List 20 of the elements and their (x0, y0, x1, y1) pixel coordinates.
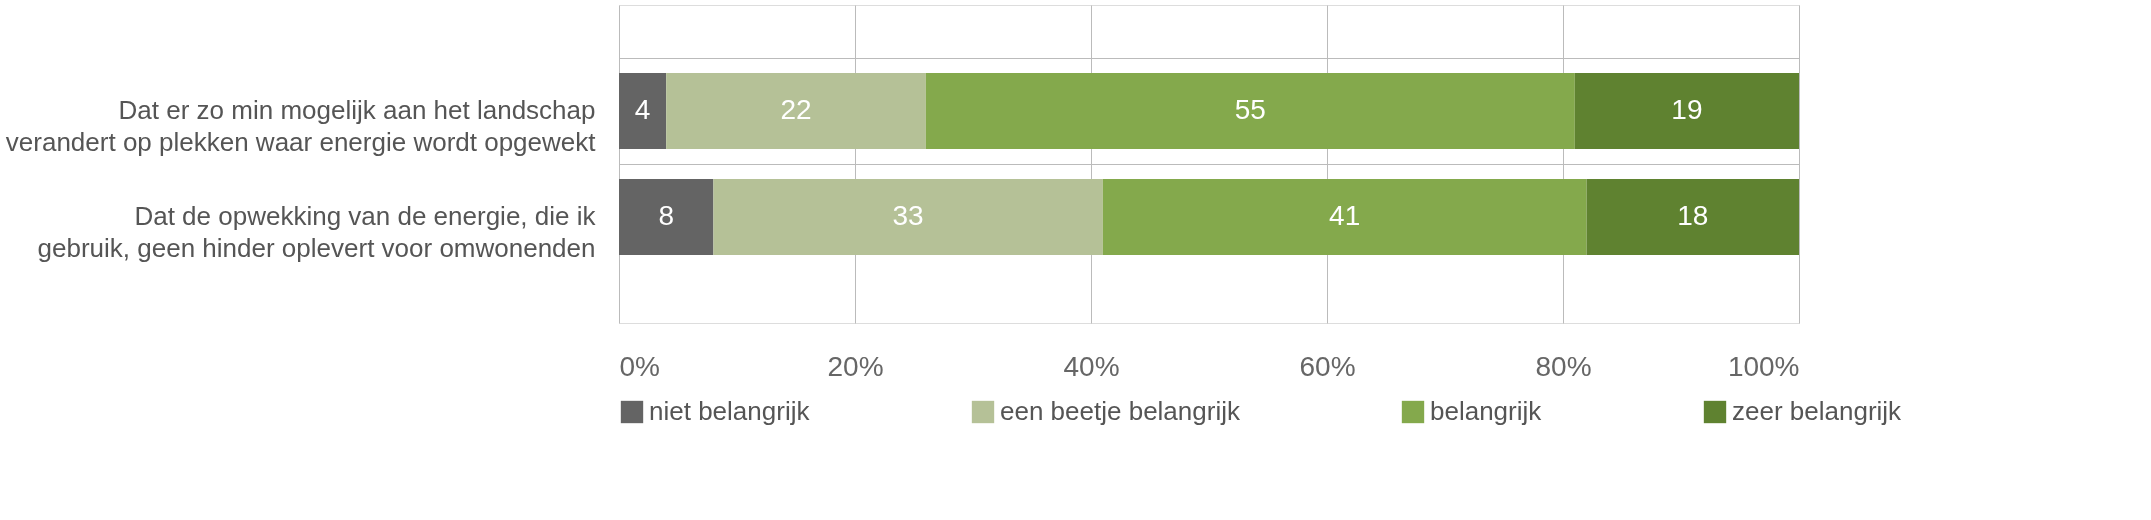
data-label: 4 (634, 94, 651, 125)
x-tick-label: 100% (1727, 350, 1800, 382)
y-tick-label: Dat de opwekking van de energie, die ik gebruik, geen hinder oplevert voor omwonenden (37, 201, 597, 263)
legend-label: niet belangrijk (649, 396, 811, 426)
legend-label: zeer belangrijk (1732, 396, 1903, 426)
y-tick-label: Dat er zo min mogelijk aan het landschap verandert op plekken waar energie wordt opgewekt (5, 95, 597, 157)
data-label: 19 (1671, 94, 1703, 125)
x-tick-label: 40% (1063, 350, 1120, 382)
legend-label: belangrijk (1430, 396, 1543, 426)
data-label: 33 (892, 200, 924, 231)
data-label: 22 (780, 94, 812, 125)
data-label: 41 (1329, 200, 1361, 231)
x-tick-label: 20% (827, 350, 884, 382)
x-tick-label: 0% (619, 350, 660, 382)
x-tick-label: 60% (1299, 350, 1356, 382)
legend-label: een beetje belangrijk (1000, 396, 1241, 426)
data-label: 18 (1677, 200, 1709, 231)
data-label: 8 (658, 200, 674, 231)
x-tick-label: 80% (1535, 350, 1592, 382)
data-label: 55 (1234, 94, 1266, 125)
